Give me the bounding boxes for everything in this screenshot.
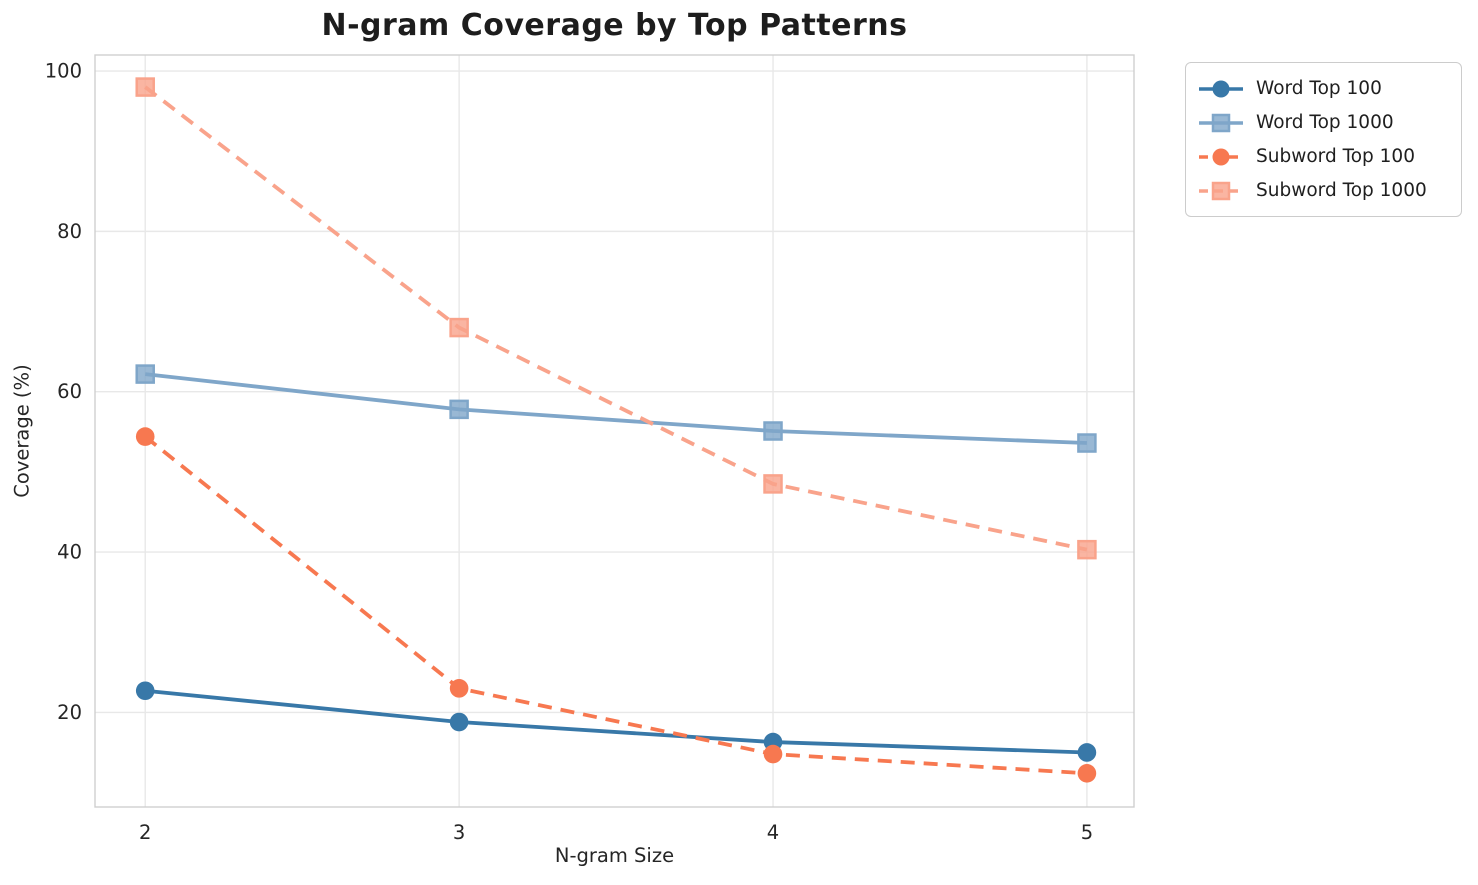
x-tick-label: 4 (767, 821, 779, 844)
legend-marker (1211, 113, 1231, 132)
legend-marker (1211, 181, 1231, 200)
legend-label: Subword Top 100 (1256, 146, 1415, 167)
data-point-subword-top-1000 (763, 474, 783, 494)
data-point-subword-top-1000 (135, 77, 155, 97)
data-point-subword-top-100 (1077, 764, 1097, 783)
data-point-subword-top-100 (763, 744, 783, 764)
data-point-word-top-1000 (449, 399, 469, 420)
data-point-word-top-1000 (135, 364, 155, 384)
chart-title: N-gram Coverage by Top Patterns (321, 8, 908, 43)
y-axis-label: Coverage (%) (10, 364, 34, 498)
legend: Word Top 100 Word Top 1000 Subword Top 100… (1185, 62, 1462, 217)
legend-label: Subword Top 1000 (1256, 180, 1427, 201)
legend-sample-solid-circle-icon (1199, 80, 1243, 97)
x-tick-label: 2 (139, 821, 151, 844)
y-tick-label: 40 (57, 541, 82, 564)
data-point-subword-top-100 (449, 679, 469, 698)
legend-item-subword-top-100: Subword Top 100 (1198, 142, 1447, 171)
y-tick-label: 80 (57, 220, 82, 243)
legend-marker (1212, 80, 1230, 97)
legend-marker (1212, 148, 1230, 165)
legend-sample-dashed-square-icon (1199, 181, 1243, 200)
plot-background (95, 55, 1134, 807)
x-tick-label: 3 (453, 821, 465, 844)
legend-sample-solid-square-icon (1199, 113, 1243, 132)
legend-label: Word Top 1000 (1256, 112, 1394, 133)
series-line-subword-top-1000 (144, 85, 1088, 552)
legend-item-word-top-100: Word Top 100 (1198, 74, 1447, 103)
series-line-subword-top-100 (144, 435, 1088, 776)
data-point-subword-top-1000 (1077, 539, 1097, 560)
x-tick-label: 5 (1081, 821, 1093, 844)
data-point-subword-top-100 (135, 427, 155, 446)
data-point-word-top-100 (1077, 743, 1097, 762)
legend-sample-dashed-circle-icon (1199, 148, 1243, 165)
legend-item-word-top-1000: Word Top 1000 (1198, 108, 1447, 137)
series-line-word-top-100 (145, 688, 1087, 755)
data-point-word-top-1000 (763, 421, 783, 441)
data-point-word-top-1000 (1077, 433, 1097, 453)
axes-spines (94, 54, 1135, 808)
y-tick-label: 100 (45, 60, 82, 83)
x-axis-label: N-gram Size (554, 844, 675, 867)
data-point-word-top-100 (449, 712, 469, 732)
legend-item-subword-top-1000: Subword Top 1000 (1198, 176, 1447, 205)
legend-label: Word Top 100 (1256, 78, 1382, 99)
data-point-word-top-100 (135, 681, 155, 701)
y-tick-label: 20 (57, 701, 82, 724)
series-line-word-top-1000 (145, 372, 1087, 445)
data-point-subword-top-1000 (449, 317, 469, 338)
y-tick-label: 60 (57, 380, 82, 403)
